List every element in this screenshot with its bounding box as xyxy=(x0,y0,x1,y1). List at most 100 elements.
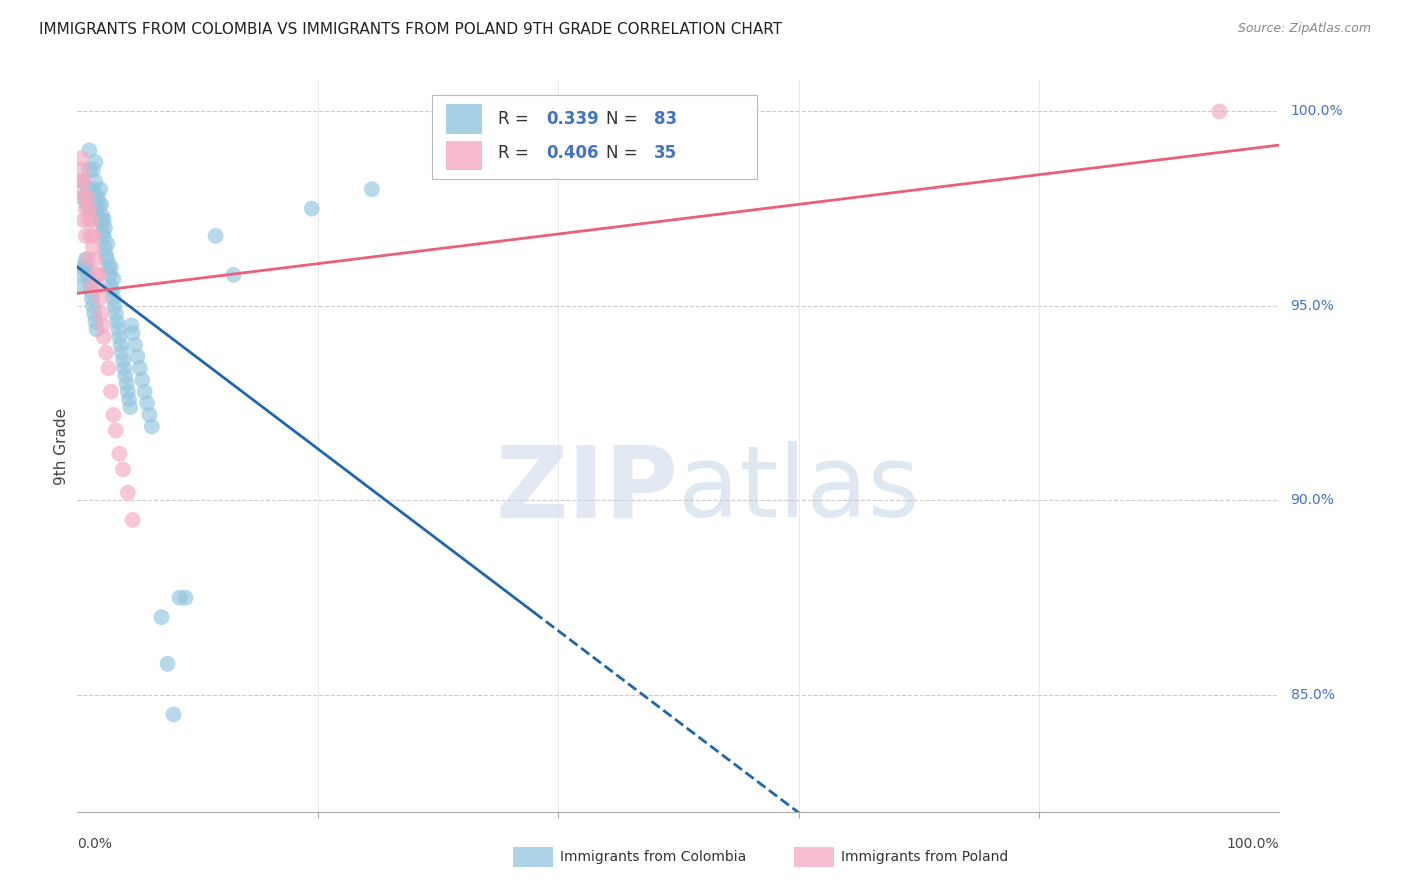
Point xyxy=(93,330,115,344)
Point xyxy=(79,228,101,243)
Point xyxy=(150,610,173,624)
Point xyxy=(100,384,122,399)
Point xyxy=(120,400,142,414)
Point xyxy=(80,213,103,227)
Point xyxy=(83,307,105,321)
Point xyxy=(93,213,115,227)
Point xyxy=(84,190,107,204)
Point xyxy=(87,198,110,212)
Point xyxy=(118,392,141,407)
Point xyxy=(70,190,93,204)
Point xyxy=(104,424,127,438)
Point xyxy=(84,174,107,188)
Text: IMMIGRANTS FROM COLOMBIA VS IMMIGRANTS FROM POLAND 9TH GRADE CORRELATION CHART: IMMIGRANTS FROM COLOMBIA VS IMMIGRANTS F… xyxy=(39,22,783,37)
Point xyxy=(93,228,115,243)
Point xyxy=(79,202,101,216)
Point xyxy=(80,202,103,216)
Point xyxy=(138,408,160,422)
Point xyxy=(120,318,142,333)
Point xyxy=(301,202,323,216)
Text: N =: N = xyxy=(606,145,643,162)
Point xyxy=(121,513,143,527)
Point xyxy=(87,279,110,293)
Point xyxy=(136,396,159,410)
Point xyxy=(70,151,93,165)
Text: atlas: atlas xyxy=(679,442,920,539)
Point xyxy=(73,190,96,204)
Point xyxy=(127,350,149,364)
Point xyxy=(1208,104,1230,119)
Point xyxy=(79,276,101,290)
Point xyxy=(80,291,103,305)
Point xyxy=(90,198,112,212)
Point xyxy=(121,326,143,341)
Point xyxy=(84,252,107,267)
Point xyxy=(100,279,122,293)
Point xyxy=(83,228,105,243)
Point xyxy=(77,268,100,282)
Point xyxy=(101,284,124,298)
Point xyxy=(98,268,121,282)
Point xyxy=(103,291,125,305)
Text: 85.0%: 85.0% xyxy=(1291,688,1334,702)
FancyBboxPatch shape xyxy=(446,141,482,170)
Point xyxy=(115,376,138,391)
Text: R =: R = xyxy=(498,110,534,128)
Point xyxy=(70,162,93,177)
Point xyxy=(131,373,153,387)
Point xyxy=(96,248,118,262)
Point xyxy=(105,314,128,328)
Point xyxy=(70,174,93,188)
Point xyxy=(97,260,120,274)
Point xyxy=(96,252,118,267)
Point xyxy=(97,361,120,376)
Point xyxy=(82,162,104,177)
Point xyxy=(128,361,150,376)
Point xyxy=(104,299,127,313)
Point xyxy=(134,384,156,399)
Point xyxy=(82,241,104,255)
Point xyxy=(124,338,146,352)
Point xyxy=(75,228,97,243)
Text: 0.0%: 0.0% xyxy=(77,837,112,851)
Text: 95.0%: 95.0% xyxy=(1291,299,1334,313)
Point xyxy=(72,174,94,188)
Point xyxy=(76,198,98,212)
Point xyxy=(90,213,112,227)
Point xyxy=(75,202,97,216)
Point xyxy=(72,260,94,274)
Point xyxy=(162,707,184,722)
Point xyxy=(360,182,382,196)
Point xyxy=(77,252,100,267)
Point xyxy=(77,182,100,196)
Point xyxy=(83,202,105,216)
Point xyxy=(79,162,101,177)
Text: 90.0%: 90.0% xyxy=(1291,493,1334,508)
Point xyxy=(107,322,129,336)
Text: Immigrants from Colombia: Immigrants from Colombia xyxy=(560,850,745,864)
Point xyxy=(82,182,104,196)
Point xyxy=(169,591,191,605)
Point xyxy=(112,361,135,376)
Point xyxy=(79,284,101,298)
Text: 100.0%: 100.0% xyxy=(1227,837,1279,851)
Point xyxy=(103,408,125,422)
Point xyxy=(100,260,122,274)
Point xyxy=(108,330,131,344)
Point xyxy=(77,213,100,227)
Point xyxy=(73,260,96,274)
Point xyxy=(117,384,139,399)
Text: N =: N = xyxy=(606,110,643,128)
Text: Source: ZipAtlas.com: Source: ZipAtlas.com xyxy=(1237,22,1371,36)
Point xyxy=(96,345,118,359)
Point xyxy=(114,368,136,383)
Point xyxy=(87,268,110,282)
Point xyxy=(89,291,111,305)
Point xyxy=(91,225,114,239)
Text: 0.406: 0.406 xyxy=(546,145,599,162)
FancyBboxPatch shape xyxy=(446,104,482,134)
Point xyxy=(87,190,110,204)
Point xyxy=(76,190,98,204)
Point xyxy=(86,322,108,336)
Point xyxy=(96,236,118,251)
